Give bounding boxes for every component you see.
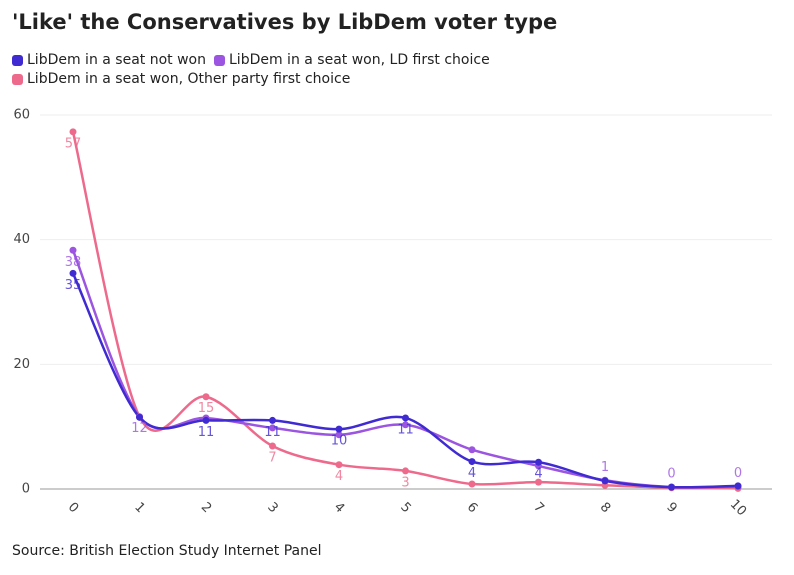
x-tick-label: 7 (530, 500, 546, 516)
data-label: 3 (401, 475, 409, 490)
x-tick-label: 1 (131, 500, 147, 516)
legend-swatch (12, 73, 23, 85)
data-label: 4 (335, 469, 343, 484)
data-label: 4 (468, 466, 476, 481)
y-tick-label: 40 (13, 232, 30, 247)
data-point (269, 424, 276, 432)
data-point (335, 431, 343, 439)
data-label: 7 (268, 450, 276, 465)
data-point (69, 128, 77, 136)
legend-label: LibDem in a seat not won (27, 52, 206, 68)
data-label: 11 (264, 425, 281, 440)
chart-title: 'Like' the Conservatives by LibDem voter… (12, 10, 558, 34)
x-tick-label: 8 (597, 500, 613, 516)
data-point (402, 414, 409, 422)
legend-swatch (214, 54, 225, 66)
x-tick-label: 6 (464, 500, 480, 516)
data-label: 11 (198, 425, 215, 440)
x-tick-label: 10 (727, 497, 749, 519)
y-tick-label: 60 (13, 108, 30, 123)
legend: LibDem in a seat not won LibDem in a seat… (12, 52, 492, 87)
legend-label: LibDem in a seat won, Other party first … (27, 71, 351, 87)
data-label: 57 (65, 136, 82, 151)
legend-item: LibDem in a seat not won (12, 52, 206, 68)
legend-label: LibDem in a seat won, LD first choice (229, 52, 490, 68)
legend-item: LibDem in a seat won, LD first choice (214, 52, 490, 68)
data-label: 38 (65, 255, 82, 270)
data-point (734, 482, 742, 490)
data-label: 12 (131, 421, 148, 436)
x-tick-label: 9 (663, 500, 679, 516)
data-point (535, 458, 542, 466)
legend-swatch (12, 54, 23, 66)
data-point (668, 483, 675, 491)
data-point (468, 446, 476, 454)
y-tick-label: 20 (13, 357, 30, 372)
data-point (202, 416, 210, 424)
data-point (402, 467, 409, 475)
x-tick-label: 3 (264, 500, 280, 516)
legend-item: LibDem in a seat won, Other party first … (12, 71, 350, 87)
data-label: 0 (734, 466, 742, 481)
data-label: 10 (331, 434, 348, 449)
data-label: 35 (65, 278, 82, 293)
data-point (402, 421, 409, 429)
data-label: 1 (601, 460, 609, 475)
data-point (468, 480, 476, 488)
data-point (136, 413, 143, 421)
data-point (535, 478, 542, 486)
data-point (69, 246, 77, 254)
data-point (202, 393, 210, 401)
x-tick-label: 0 (65, 500, 81, 516)
data-point (269, 416, 276, 424)
x-tick-label: 5 (397, 500, 413, 516)
data-label: 4 (534, 467, 542, 482)
data-label: 15 (198, 401, 215, 416)
data-label: 0 (667, 467, 675, 482)
data-point (269, 442, 276, 450)
data-point (69, 269, 77, 277)
x-tick-label: 2 (198, 500, 214, 516)
data-point (335, 461, 343, 469)
data-point (601, 477, 609, 485)
series-line (71, 272, 739, 489)
data-point (468, 458, 476, 466)
data-label: 11 (397, 422, 414, 437)
source: Source: British Election Study Internet … (12, 543, 322, 559)
series-line (71, 249, 739, 489)
data-point (335, 425, 343, 433)
x-tick-label: 4 (331, 500, 347, 516)
y-tick-label: 0 (22, 482, 30, 497)
